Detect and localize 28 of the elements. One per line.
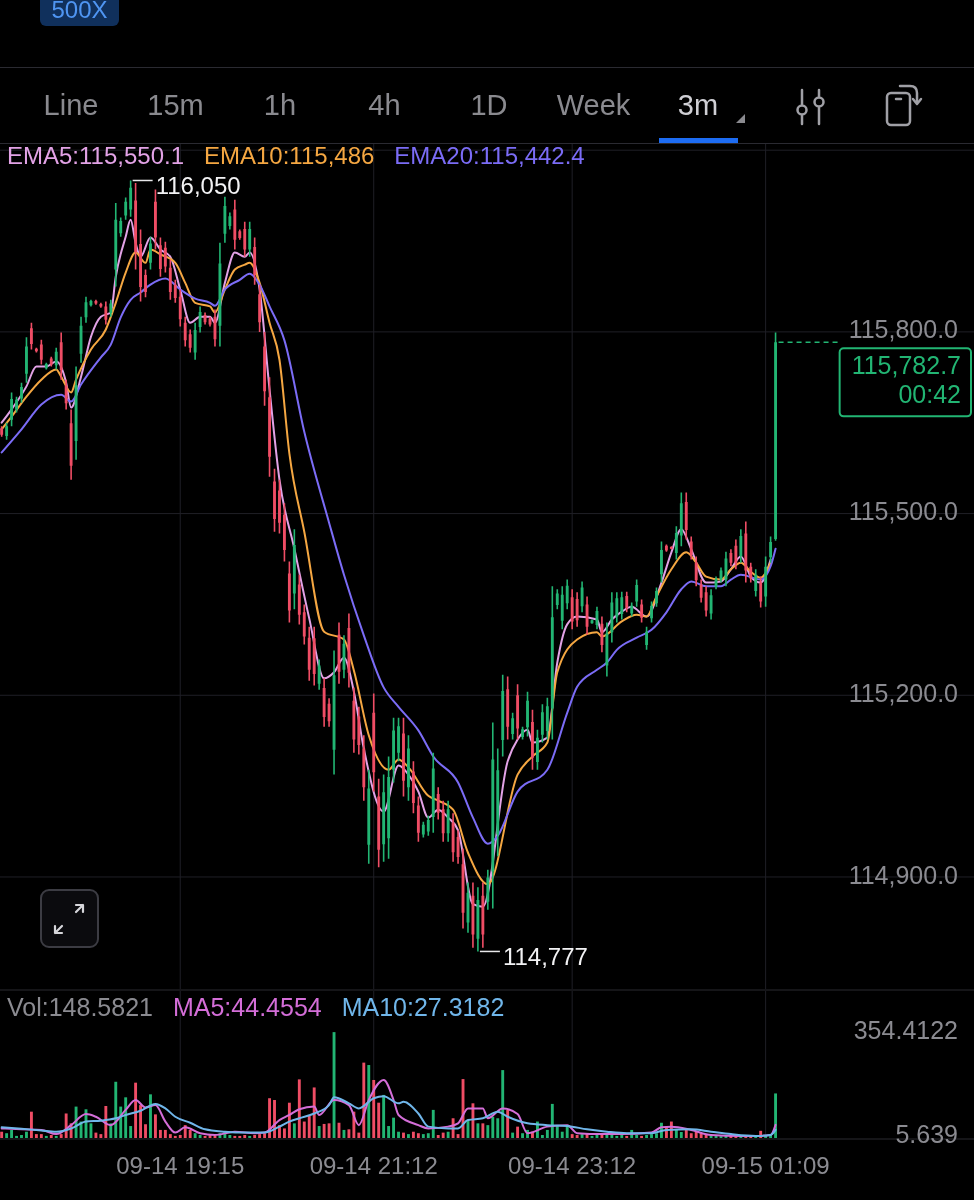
x-tick-label: 09-14 21:12 bbox=[309, 1152, 438, 1180]
y-tick-label: 5.639 bbox=[895, 1119, 958, 1148]
annotation: Week bbox=[556, 88, 631, 121]
y-tick-label: 354.4122 bbox=[853, 1015, 958, 1044]
text: EMA20:115,442.4 bbox=[394, 142, 585, 170]
annotation: 114,777 bbox=[502, 942, 588, 970]
x-tick-label: 09-15 01:09 bbox=[701, 1152, 830, 1180]
annotation: 15m bbox=[147, 88, 204, 121]
text: MA10:27.3182 bbox=[341, 992, 505, 1021]
y-tick-label: 115,800.0 bbox=[848, 315, 958, 344]
text: EMA5:115,550.1 bbox=[7, 142, 185, 170]
annotation: 500X bbox=[51, 0, 108, 24]
text: MA5:44.4554 bbox=[172, 992, 322, 1021]
annotation: 3m bbox=[677, 88, 719, 121]
y-tick-label: 115,200.0 bbox=[848, 678, 958, 707]
annotation: 116,050 bbox=[155, 171, 241, 199]
annotation: 00:42 bbox=[898, 380, 961, 409]
y-tick-label: 114,900.0 bbox=[848, 860, 958, 889]
legend-title: Vol:148.5821 bbox=[7, 992, 153, 1021]
annotation: 4h bbox=[368, 88, 401, 121]
text: EMA10:115,486 bbox=[204, 142, 375, 170]
y-tick-label: 115,500.0 bbox=[848, 497, 958, 526]
ref-line-label: 115,782.7 bbox=[851, 351, 961, 380]
x-tick-label: 09-14 23:12 bbox=[508, 1152, 637, 1180]
annotation: Line bbox=[43, 88, 99, 121]
annotation: 1h bbox=[263, 88, 297, 121]
annotation: 1D bbox=[470, 88, 508, 121]
x-tick-label: 09-14 19:15 bbox=[116, 1152, 245, 1180]
